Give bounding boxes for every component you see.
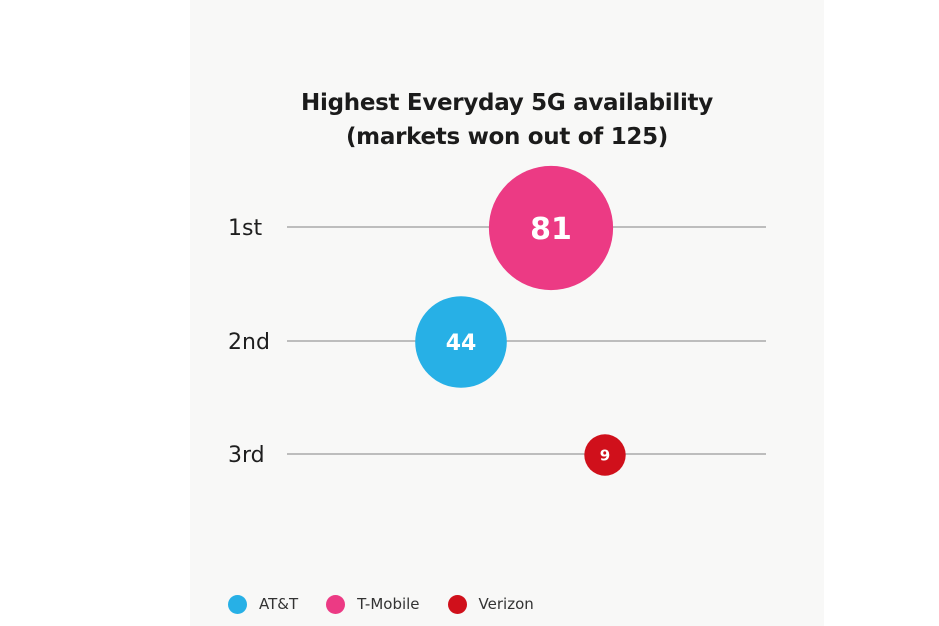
legend-swatch-tmobile [326,594,346,614]
chart-title: Highest Everyday 5G availability (market… [190,86,824,154]
legend-swatch-att [228,594,247,614]
title-line: Highest Everyday 5G availability [301,90,713,116]
bubble-verizon [584,434,626,476]
legend-item-verizon: Verizon [447,594,534,614]
chart-panel [190,0,824,626]
legend-label-tmobile: T-Mobile [357,595,420,613]
row-label-2nd: 2nd [228,330,270,355]
row-label-3rd: 3rd [228,443,265,468]
legend: AT&T T-Mobile Verizon [228,591,562,617]
legend-swatch-verizon [447,594,467,614]
legend-item-tmobile: T-Mobile [326,594,420,614]
bubble-label-verizon: 9 [600,446,610,464]
subtitle-line: (markets won out of 125) [345,124,669,150]
bubble-label-att: 44 [446,331,477,356]
row-label-1st: 1st [228,216,262,241]
legend-label-att: AT&T [259,595,299,613]
bubble-tmobile [488,165,614,291]
legend-label-verizon: Verizon [478,595,534,613]
bubble-att [415,296,507,388]
legend-item-att: AT&T [228,594,299,614]
bubble-label-tmobile: 81 [530,212,572,247]
